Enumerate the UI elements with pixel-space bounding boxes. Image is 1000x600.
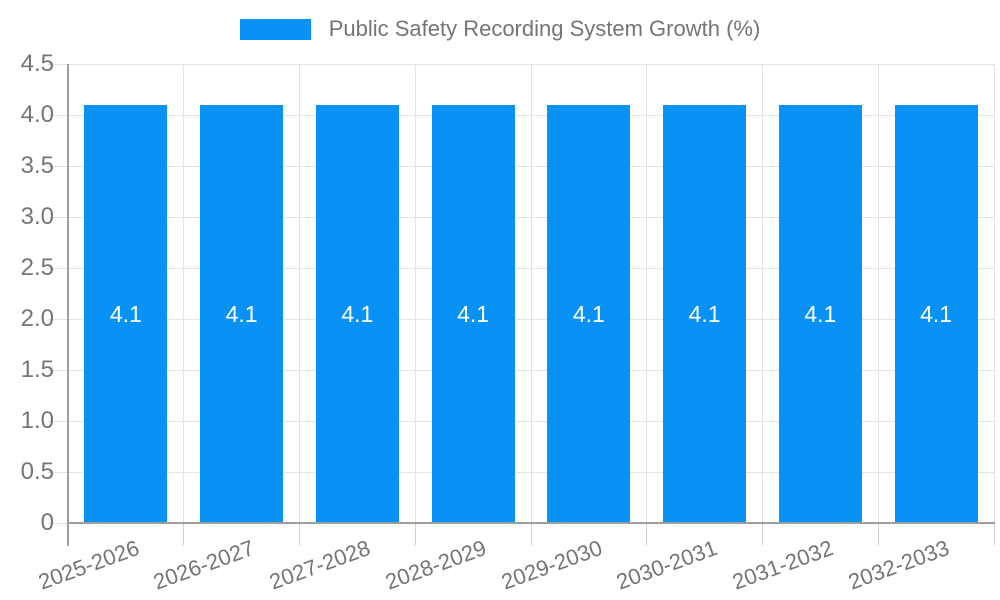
x-gridline xyxy=(762,64,763,523)
y-axis-label: 4.0 xyxy=(20,101,54,128)
bar xyxy=(894,104,978,523)
y-axis-line xyxy=(67,64,69,546)
legend: Public Safety Recording System Growth (%… xyxy=(0,16,1000,42)
y-tick xyxy=(48,318,68,320)
x-axis-label: 2026-2027 xyxy=(150,535,258,595)
bar xyxy=(778,104,862,523)
y-axis-label: 3.5 xyxy=(20,152,54,179)
bar xyxy=(663,104,747,523)
x-axis-line xyxy=(67,522,995,524)
bar-value-label: 4.1 xyxy=(572,300,605,327)
y-tick xyxy=(48,471,68,473)
y-tick xyxy=(48,216,68,218)
y-axis-label: 0 xyxy=(40,509,54,536)
y-tick xyxy=(48,63,68,65)
y-tick xyxy=(48,114,68,116)
x-axis-label: 2030-2031 xyxy=(613,535,721,595)
x-tick xyxy=(646,524,648,545)
y-axis-label: 1.0 xyxy=(20,407,54,434)
y-axis-label: 1.5 xyxy=(20,356,54,383)
y-tick xyxy=(48,522,68,524)
y-axis-label: 2.0 xyxy=(20,305,54,332)
x-axis-label: 2025-2026 xyxy=(34,535,143,595)
bar-value-label: 4.1 xyxy=(688,300,721,327)
y-axis-label: 3.0 xyxy=(20,203,54,230)
x-gridline xyxy=(414,64,416,523)
bar-value-label: 4.1 xyxy=(457,300,490,327)
x-tick xyxy=(762,524,763,545)
bar-value-label: 4.1 xyxy=(341,300,374,327)
y-axis-label: 2.5 xyxy=(20,254,54,281)
x-gridline xyxy=(299,64,300,523)
legend-label: Public Safety Recording System Growth (%… xyxy=(328,16,761,41)
legend-swatch xyxy=(239,18,311,40)
bar xyxy=(200,104,284,523)
x-gridline xyxy=(646,64,648,523)
y-tick xyxy=(48,165,68,167)
bar-value-label: 4.1 xyxy=(109,300,142,327)
bar xyxy=(84,104,168,523)
x-gridline xyxy=(530,64,532,523)
x-gridline xyxy=(993,64,995,523)
y-tick xyxy=(48,369,68,371)
x-axis-label: 2032-2033 xyxy=(844,535,953,595)
bar-value-label: 4.1 xyxy=(920,300,953,327)
x-gridline xyxy=(877,64,879,523)
x-tick xyxy=(414,524,416,545)
bar xyxy=(431,104,515,523)
bar-value-label: 4.1 xyxy=(225,300,258,327)
bar-value-label: 4.1 xyxy=(804,300,837,327)
y-tick xyxy=(48,267,68,269)
y-tick xyxy=(48,420,68,422)
x-axis-label: 2027-2028 xyxy=(266,535,374,595)
x-gridline xyxy=(183,64,185,523)
bar xyxy=(547,104,631,523)
x-axis-label: 2029-2030 xyxy=(497,535,606,595)
x-tick xyxy=(993,524,995,545)
x-tick xyxy=(877,524,879,545)
x-axis-label: 2031-2032 xyxy=(729,535,837,595)
x-tick xyxy=(183,524,185,545)
y-axis-label: 0.5 xyxy=(20,458,54,485)
x-axis-label: 2028-2029 xyxy=(381,535,490,595)
bar xyxy=(315,104,399,523)
x-tick xyxy=(299,524,300,545)
x-tick xyxy=(530,524,532,545)
y-axis-label: 4.5 xyxy=(20,50,54,77)
